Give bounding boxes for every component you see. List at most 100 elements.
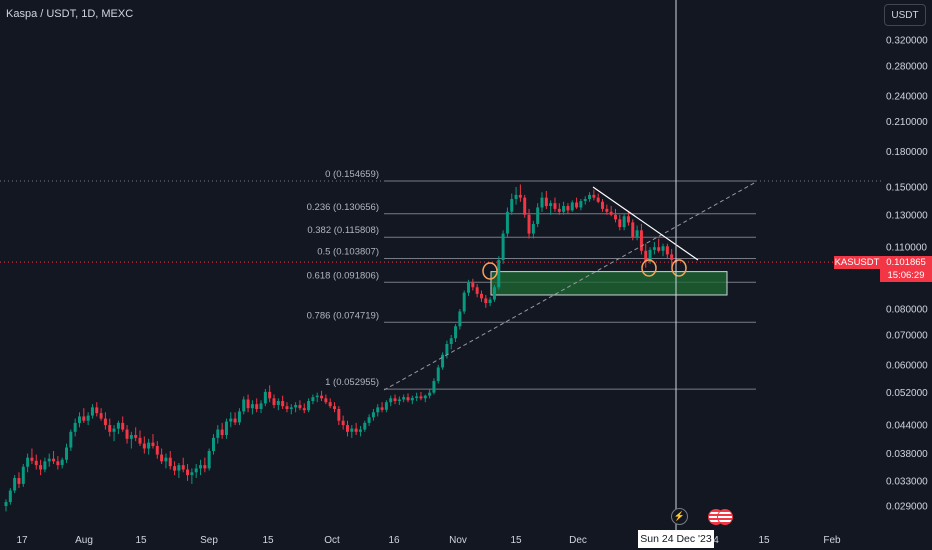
candle-body (588, 194, 592, 200)
candle-body (237, 411, 241, 423)
candle-body (268, 391, 272, 399)
candle-body (458, 311, 462, 327)
candle-body (324, 398, 328, 403)
candle-body (363, 422, 367, 430)
y-tick-label: 0.210000 (886, 117, 928, 128)
candle-body (43, 461, 47, 470)
candle-body (467, 282, 471, 293)
candle-body (52, 458, 56, 462)
x-tick-label: 15 (510, 535, 522, 546)
candle-body (536, 207, 540, 224)
x-tick-label: 4 (713, 535, 719, 546)
candle-body (177, 465, 181, 471)
candle-body (164, 457, 168, 462)
y-tick-label: 0.150000 (886, 183, 928, 194)
candle-body (592, 194, 596, 198)
candle-body (345, 425, 349, 432)
candle-body (220, 429, 224, 436)
us-flag-icon[interactable] (717, 509, 733, 525)
candle-body (69, 431, 73, 448)
candle-body (255, 404, 259, 409)
candle-body (272, 398, 276, 405)
candle-body (518, 194, 522, 198)
candle-body (186, 469, 190, 476)
candle-body (583, 199, 587, 202)
x-tick-label: Feb (823, 535, 841, 546)
candle-body (263, 391, 267, 404)
candle-body (103, 418, 107, 426)
fib-level-label: 0 (0.154659) (325, 169, 379, 180)
candle-body (233, 418, 237, 423)
highlight-circle (671, 259, 687, 277)
candle-body (389, 398, 393, 403)
candle-body (108, 425, 112, 432)
candle-body (419, 396, 423, 399)
candle-body (562, 206, 566, 212)
candle-body (181, 465, 185, 470)
candle-body (553, 203, 557, 209)
candle-body (99, 413, 103, 419)
candle-body (112, 428, 116, 432)
candle-body (661, 246, 665, 251)
candle-body (471, 282, 475, 288)
x-tick-label: 15 (262, 535, 274, 546)
candle-body (242, 399, 246, 412)
candle-body (294, 404, 298, 408)
candle-body (644, 250, 648, 262)
y-tick-label: 0.033000 (886, 476, 928, 487)
x-tick-label: 15 (135, 535, 147, 546)
candle-body (570, 202, 574, 211)
candle-body (34, 460, 38, 466)
y-tick-label: 0.080000 (886, 305, 928, 316)
candle-body (639, 230, 643, 251)
candle-body (350, 428, 354, 432)
support-zone (490, 271, 728, 296)
candle-body (415, 396, 419, 398)
candle-body (579, 201, 583, 208)
candle-body (410, 397, 414, 401)
candle-body (125, 429, 129, 439)
fib-level-label: 0.382 (0.115808) (307, 225, 379, 236)
candle-body (505, 211, 509, 234)
candle-body (631, 222, 635, 237)
candle-body (648, 249, 652, 262)
candle-body (328, 402, 332, 407)
candle-body (475, 287, 479, 294)
candle-body (354, 428, 358, 432)
candle-body (613, 214, 617, 220)
candle-body (575, 202, 579, 208)
candle-body (501, 233, 505, 260)
candle-body (129, 435, 133, 439)
candle-body (173, 466, 177, 471)
y-tick-label: 0.060000 (886, 360, 928, 371)
highlight-circle (482, 262, 498, 280)
candle-body (90, 407, 94, 416)
candle-body (73, 422, 77, 432)
candle-body (371, 412, 375, 418)
candle-body (670, 254, 674, 260)
y-tick-label: 0.240000 (886, 91, 928, 102)
y-tick-label: 0.052000 (886, 388, 928, 399)
candle-body (402, 397, 406, 400)
candle-body (155, 446, 159, 455)
candle-body (488, 299, 492, 304)
fib-level-label: 0.236 (0.130656) (307, 202, 379, 213)
candle-body (596, 197, 600, 202)
current-price-value: 0.101865 (886, 257, 926, 268)
candle-body (229, 418, 233, 422)
candle-body (549, 203, 553, 207)
candle-body (601, 201, 605, 209)
y-tick-label: 0.320000 (886, 35, 928, 46)
candle-body (142, 443, 146, 449)
candle-body (250, 404, 254, 409)
candle-body (657, 247, 661, 251)
candle-body (665, 246, 669, 255)
candle-body (82, 416, 86, 421)
symbol-price-tag: KASUSDT (834, 256, 880, 269)
candle-body (622, 216, 626, 228)
lightning-icon[interactable]: ⚡ (671, 508, 688, 525)
candle-body (544, 197, 548, 207)
candle-body (26, 457, 30, 467)
currency-button[interactable]: USDT (884, 4, 926, 26)
